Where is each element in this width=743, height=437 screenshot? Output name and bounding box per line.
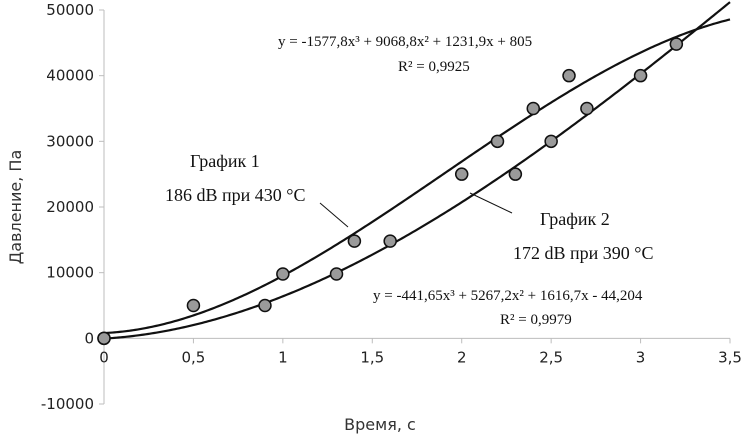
data-point-graph-2 (633, 68, 648, 83)
x-tick-label: 1 (278, 348, 288, 366)
annotation-graph-1-title: График 1 (190, 151, 260, 171)
equation-graph-1: y = -1577,8x³ + 9068,8x² + 1231,9x + 805 (278, 34, 532, 50)
annotation-graph-2-detail: 172 dB при 390 °C (513, 243, 653, 263)
y-tick-label: 0 (84, 329, 94, 347)
y-tick-label: -10000 (41, 395, 94, 413)
data-point-graph-2 (97, 331, 111, 346)
x-tick-label: 0 (99, 348, 109, 366)
x-axis-title: Время, с (344, 415, 416, 434)
data-point-graph-1 (347, 234, 362, 248)
data-point-graph-2 (544, 134, 558, 149)
x-tick-label: 3 (636, 348, 646, 366)
x-tick-label: 2 (457, 348, 467, 366)
y-tick-label: 50000 (46, 1, 94, 19)
callout-line-graph-1 (319, 202, 349, 228)
y-axis-title: Давление, Па (6, 150, 25, 265)
data-point-graph-1 (490, 134, 505, 149)
trendlines (103, 1, 731, 340)
annotation-graph-2-title: График 2 (540, 209, 610, 229)
data-point-graph-1 (276, 267, 290, 281)
data-point-graph-2 (454, 167, 469, 181)
x-tick-label: 1,5 (360, 348, 384, 366)
data-points (97, 37, 684, 346)
trendline-graph-2 (103, 1, 731, 340)
y-tick-label: 20000 (46, 198, 94, 216)
data-point-graph-1 (669, 37, 684, 51)
annotations: y = -1577,8x³ + 9068,8x² + 1231,9x + 805… (165, 34, 653, 328)
y-tick-label: 10000 (46, 264, 94, 282)
x-tick-label: 0,5 (181, 348, 205, 366)
data-point-graph-1 (186, 298, 201, 313)
data-point-graph-2 (383, 234, 397, 248)
data-point-graph-2 (508, 167, 523, 181)
callout-line-graph-2 (469, 192, 513, 214)
annotation-graph-1-detail: 186 dB при 430 °C (165, 185, 305, 205)
x-tick-label: 2,5 (539, 348, 563, 366)
r2-graph-2: R² = 0,9979 (500, 312, 572, 328)
data-point-graph-2 (329, 267, 344, 281)
trendline-graph-1 (103, 18, 731, 335)
data-point-graph-2 (258, 298, 272, 313)
data-point-graph-1 (562, 68, 576, 83)
data-point-graph-1 (526, 101, 541, 116)
y-tick-label: 30000 (46, 132, 94, 150)
r2-graph-1: R² = 0,9925 (398, 59, 470, 75)
x-tick-label: 3,5 (718, 348, 742, 366)
equation-graph-2: y = -441,65x³ + 5267,2x² + 1616,7x - 44,… (373, 288, 643, 304)
y-tick-label: 40000 (46, 67, 94, 85)
data-point-graph-2 (580, 101, 594, 116)
axes: 0 0,5 1 1,5 2 2,5 3 3,5 -10000 0 10000 20000 30000 40… (41, 1, 742, 413)
